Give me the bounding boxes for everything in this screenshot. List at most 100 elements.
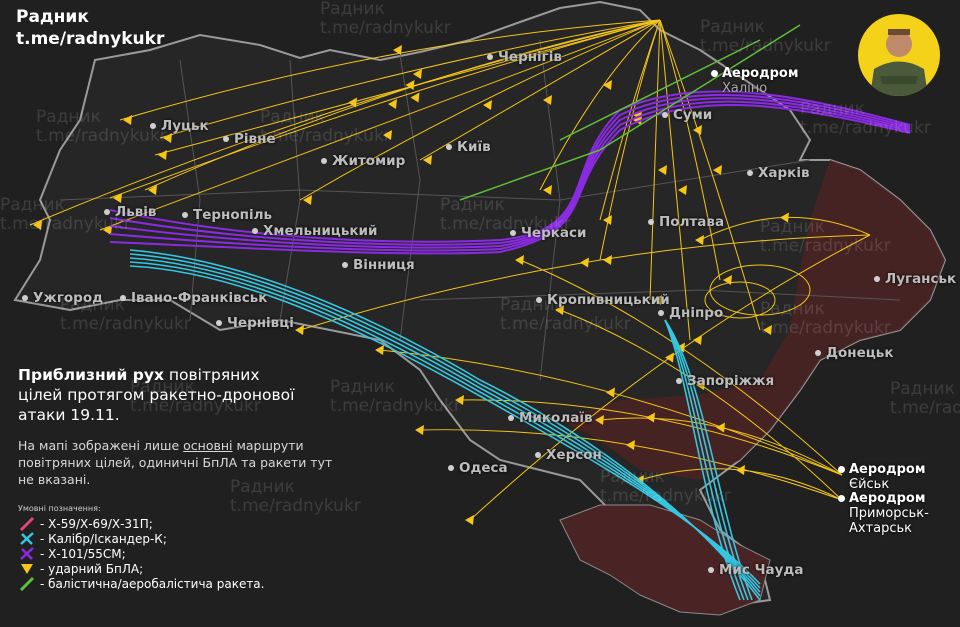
drone-route	[659, 19, 721, 281]
city-label: Житомир	[321, 153, 405, 169]
drone-marker	[348, 97, 357, 108]
kh101-route	[109, 90, 911, 243]
drone-marker	[603, 215, 612, 225]
airfield-dot	[711, 70, 718, 77]
author-avatar	[858, 14, 940, 96]
city-name: Житомир	[332, 153, 406, 169]
city-dot	[446, 144, 452, 150]
flight-routes	[29, 19, 911, 601]
city-name: Мис Чауда	[719, 562, 804, 578]
watermark-line: t.me/radnykukr	[130, 396, 261, 416]
city-label: Ужгород	[22, 290, 103, 306]
city-dot	[536, 297, 542, 303]
drone-marker	[405, 80, 415, 90]
watermark-line: t.me/radnykukr	[330, 396, 461, 416]
watermark-line: Радник	[760, 299, 825, 319]
watermark-line: t.me/radnykukr	[600, 486, 731, 506]
city-name: Івано-Франківськ	[131, 290, 268, 306]
city-name: Рівне	[234, 131, 276, 147]
city-name: Вінниця	[353, 257, 415, 273]
city-label: Миколаїв	[508, 410, 593, 426]
city-dot	[658, 310, 664, 316]
legend-label: - Х-59/Х-69/Х-31П;	[40, 516, 153, 531]
drone-marker	[606, 387, 615, 398]
city-dot	[182, 212, 188, 218]
drone-marker	[658, 165, 667, 175]
kh101-route	[109, 93, 911, 246]
watermark-line: t.me/radnykukr	[230, 496, 361, 516]
ballistic-route	[559, 39, 761, 141]
drone-marker	[716, 422, 725, 433]
city-label: Дніпро	[658, 305, 723, 321]
brand-channel[interactable]: t.me/radnykukr	[16, 29, 165, 49]
city-name: Чернігів	[498, 49, 562, 65]
kalibr-route	[664, 319, 749, 601]
city-label: Хмельницький	[252, 223, 377, 239]
legend-item: - Х-59/Х-69/Х-31П;	[18, 516, 264, 531]
drone-route	[659, 19, 691, 341]
city-name: Кропивницький	[547, 292, 670, 308]
watermark-line: t.me/radnykukr	[36, 126, 167, 146]
drone-marker	[410, 92, 420, 103]
city-label: Чернівці	[216, 315, 294, 331]
drone-marker	[388, 99, 397, 109]
kalibr-route	[664, 319, 753, 601]
legend: Умовні позначення: - Х-59/Х-69/Х-31П; - К…	[18, 504, 264, 591]
drone-marker	[515, 255, 524, 265]
city-label: Вінниця	[342, 257, 415, 273]
airfield-title: Аеродром	[722, 66, 799, 81]
city-name: Полтава	[659, 214, 725, 230]
title-bold: Приблизний рух	[18, 366, 164, 384]
legend-label: - Х-101/55СМ;	[40, 546, 126, 561]
drone-route	[659, 19, 761, 331]
drone-marker	[653, 295, 662, 305]
drone-marker	[163, 133, 172, 143]
watermark-line: Радник	[600, 467, 665, 487]
city-name: Тернопіль	[193, 207, 273, 223]
city-dot	[487, 54, 493, 60]
drone-marker	[423, 155, 432, 165]
watermark-line: t.me/radnykukr	[700, 36, 831, 56]
city-name: Миколаїв	[519, 410, 593, 426]
drone-marker	[413, 69, 422, 79]
airfield-name: Єйськ	[849, 477, 890, 492]
drone-marker	[455, 395, 464, 405]
watermark-line: Радник	[260, 107, 325, 127]
watermark-line: t.me/radnykukr	[890, 398, 960, 418]
drone-marker	[375, 345, 384, 355]
legend-item: - балістична/аеробалістича ракета.	[18, 576, 264, 591]
drone-marker	[780, 212, 789, 223]
city-label: Харків	[747, 165, 810, 181]
drone-route	[419, 19, 661, 161]
oblast-borders	[59, 39, 901, 381]
city-label: Черкаси	[510, 225, 586, 241]
city-dot	[747, 170, 753, 176]
legend-label: - Калібр/Іскандер-К;	[40, 531, 167, 546]
drone-marker	[696, 380, 705, 390]
city-dot	[676, 378, 682, 384]
city-name: Донецьк	[826, 345, 894, 361]
city-label: Одеса	[448, 460, 508, 476]
watermark-line: Радник	[500, 295, 565, 315]
drone-marker	[646, 412, 655, 423]
drone-marker	[103, 225, 112, 235]
brand: Радник t.me/radnykukr	[16, 6, 164, 50]
watermark-line: Радник	[36, 107, 101, 127]
drone-marker	[543, 95, 552, 105]
airfield-title: Аеродром	[849, 462, 926, 477]
watermark-line: Радник	[230, 477, 295, 497]
drone-marker	[603, 80, 612, 90]
title-line: цілей протягом ракетно-дронової	[18, 386, 295, 404]
cruise-missile-icon	[20, 532, 34, 545]
city-name: Львів	[115, 204, 157, 220]
